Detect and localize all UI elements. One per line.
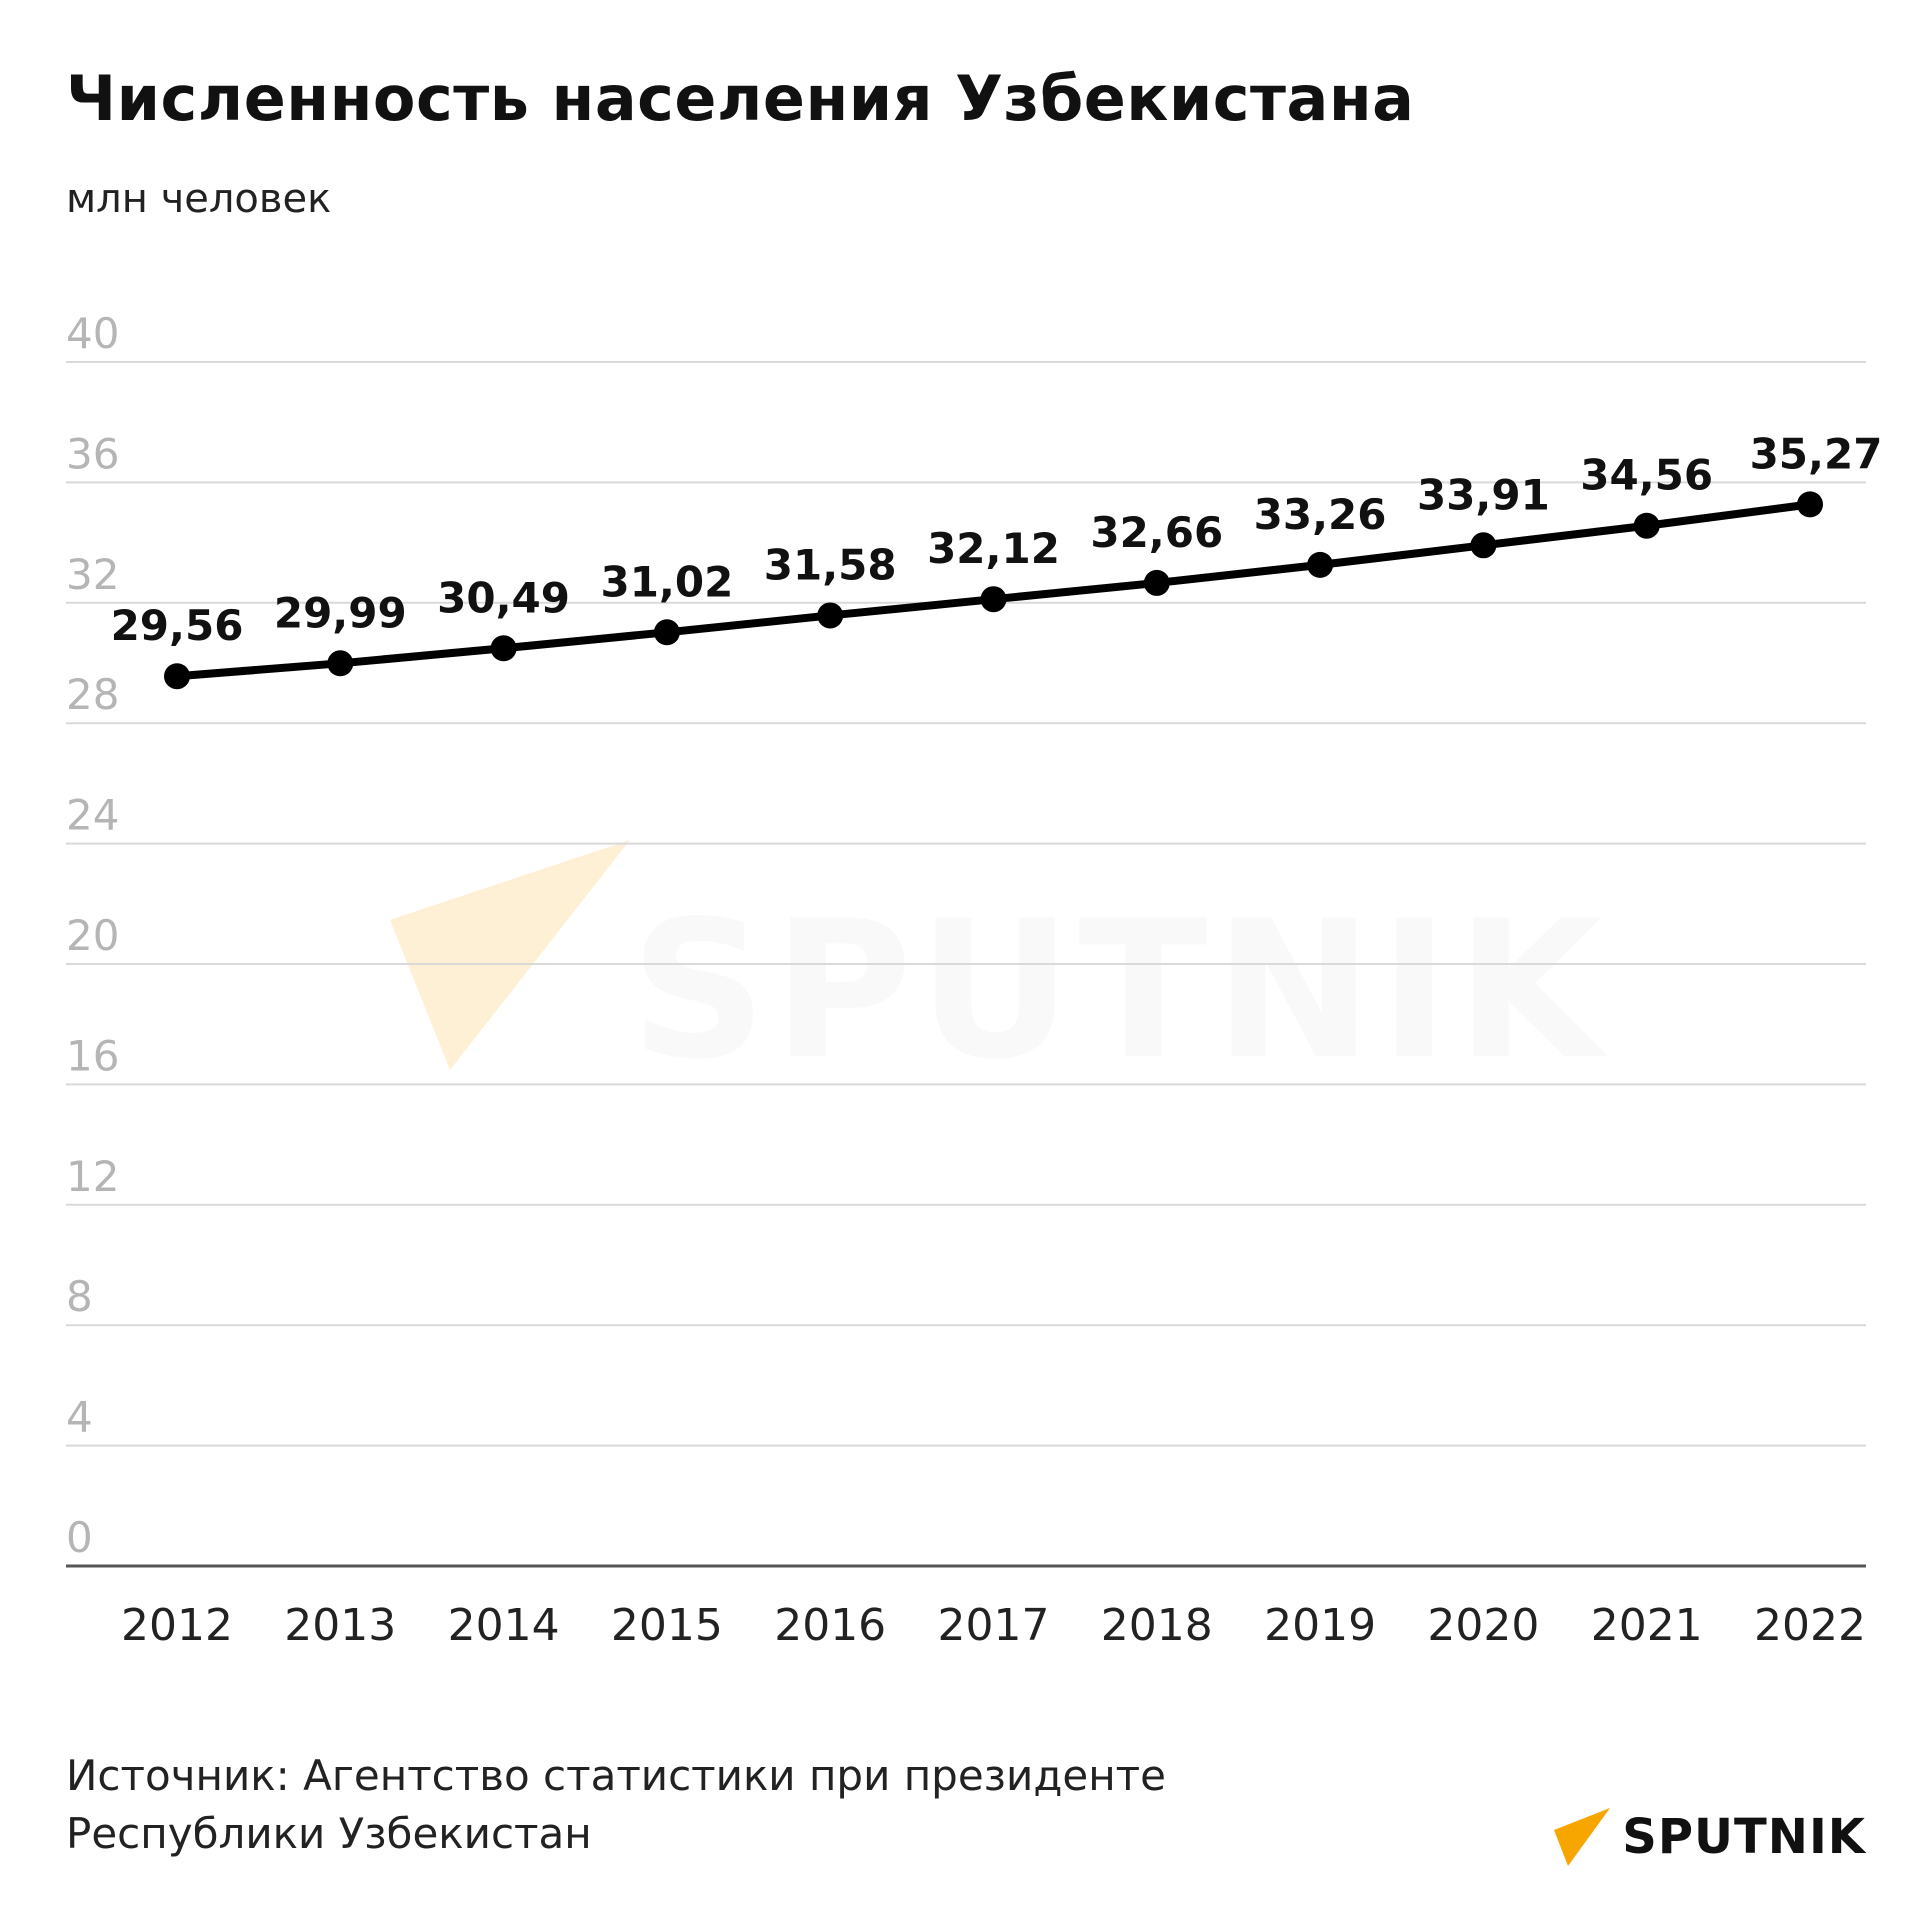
data-point (980, 586, 1007, 613)
y-axis-ticks: 0 4 8 12 16 20 24 28 32 36 40 (66, 309, 119, 1562)
data-label: 32,12 (927, 524, 1060, 573)
x-tick-label: 2017 (938, 1600, 1050, 1651)
data-point (1143, 569, 1170, 596)
line-chart: 0 4 8 12 16 20 24 28 32 36 40 2012 2013 2014 2015 2016… (66, 309, 1883, 1651)
x-tick-label: 2022 (1754, 1600, 1866, 1651)
sputnik-arrow-icon (1554, 1808, 1611, 1866)
y-tick-label: 12 (66, 1152, 119, 1201)
data-label: 29,56 (111, 601, 244, 650)
data-point (164, 663, 190, 690)
data-point (817, 602, 844, 629)
y-tick-label: 32 (66, 550, 119, 599)
x-tick-label: 2020 (1427, 1600, 1539, 1651)
data-label: 34,56 (1580, 451, 1713, 500)
y-tick-label: 8 (66, 1272, 93, 1321)
x-tick-label: 2021 (1591, 1600, 1703, 1651)
x-tick-label: 2012 (121, 1600, 233, 1651)
y-tick-label: 0 (66, 1513, 93, 1562)
data-point (653, 619, 680, 646)
source-line-1: Источник: Агентство статистики при прези… (66, 1751, 1166, 1800)
data-point (327, 650, 354, 677)
data-label: 35,27 (1750, 429, 1883, 478)
x-tick-label: 2019 (1264, 1600, 1376, 1651)
data-point (1470, 532, 1497, 559)
data-point (490, 635, 517, 662)
logo-text: SPUTNIK (1622, 1809, 1866, 1865)
x-tick-label: 2016 (774, 1600, 886, 1651)
data-label: 29,99 (274, 588, 407, 637)
source-note: Источник: Агентство статистики при прези… (66, 1747, 1166, 1863)
data-label: 31,02 (600, 557, 733, 606)
x-tick-label: 2014 (448, 1600, 560, 1651)
chart-title: Численность населения Узбекистана (66, 62, 1415, 135)
x-axis-ticks: 2012 2013 2014 2015 2016 2017 2018 2019 2020 2021… (121, 1600, 1866, 1651)
y-tick-label: 28 (66, 670, 119, 719)
data-label: 31,58 (764, 540, 897, 589)
x-tick-label: 2013 (284, 1600, 396, 1651)
y-tick-label: 4 (66, 1393, 93, 1442)
data-point (1633, 512, 1660, 539)
y-axis-unit-label: млн человек (66, 176, 332, 222)
data-label: 30,49 (437, 573, 570, 622)
y-tick-label: 16 (66, 1031, 119, 1080)
data-points (164, 491, 1823, 690)
data-point (1797, 491, 1823, 518)
data-label: 33,26 (1254, 490, 1387, 539)
data-label: 33,91 (1417, 470, 1550, 519)
y-tick-label: 24 (66, 791, 119, 840)
data-labels: 29,56 29,99 30,49 31,02 31,58 32,12 32,66 33,26… (111, 429, 1883, 650)
sputnik-logo: SPUTNIK (1552, 1806, 1866, 1868)
y-tick-label: 20 (66, 911, 119, 960)
x-tick-label: 2015 (611, 1600, 723, 1651)
x-tick-label: 2018 (1101, 1600, 1213, 1651)
y-tick-label: 40 (66, 309, 119, 358)
data-label: 32,66 (1090, 508, 1223, 557)
source-line-2: Республики Узбекистан (66, 1809, 592, 1858)
data-point (1307, 551, 1334, 578)
y-tick-label: 36 (66, 429, 119, 478)
